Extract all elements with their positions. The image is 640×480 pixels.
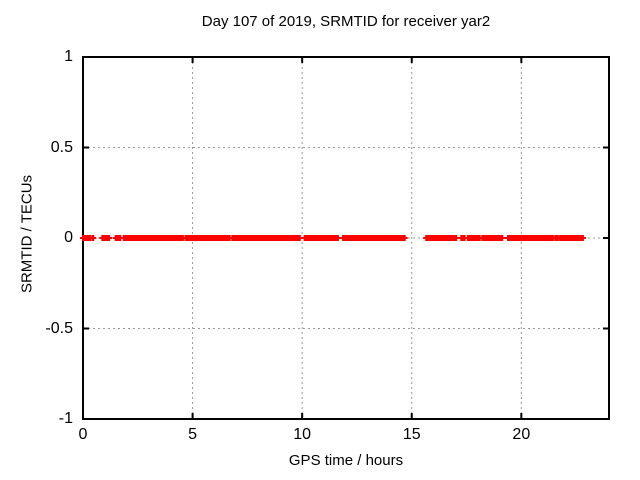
y-tick-label: -0.5 (45, 319, 73, 337)
x-axis-label: GPS time / hours (288, 452, 404, 469)
x-tick-label: 15 (402, 426, 421, 443)
x-tick-label: 10 (293, 426, 312, 443)
data-points-srmtid (80, 235, 586, 241)
chart-title: Day 107 of 2019, SRMTID for receiver yar… (201, 13, 491, 30)
y-tick-label: 1 (64, 48, 73, 65)
y-tick-label: -1 (58, 410, 73, 427)
y-tick-label: 0.5 (50, 138, 73, 156)
y-tick-label: 0 (64, 229, 73, 246)
x-tick-label: 20 (512, 426, 531, 443)
x-tick-label: 5 (188, 426, 198, 443)
x-tick-label: 0 (78, 426, 88, 443)
